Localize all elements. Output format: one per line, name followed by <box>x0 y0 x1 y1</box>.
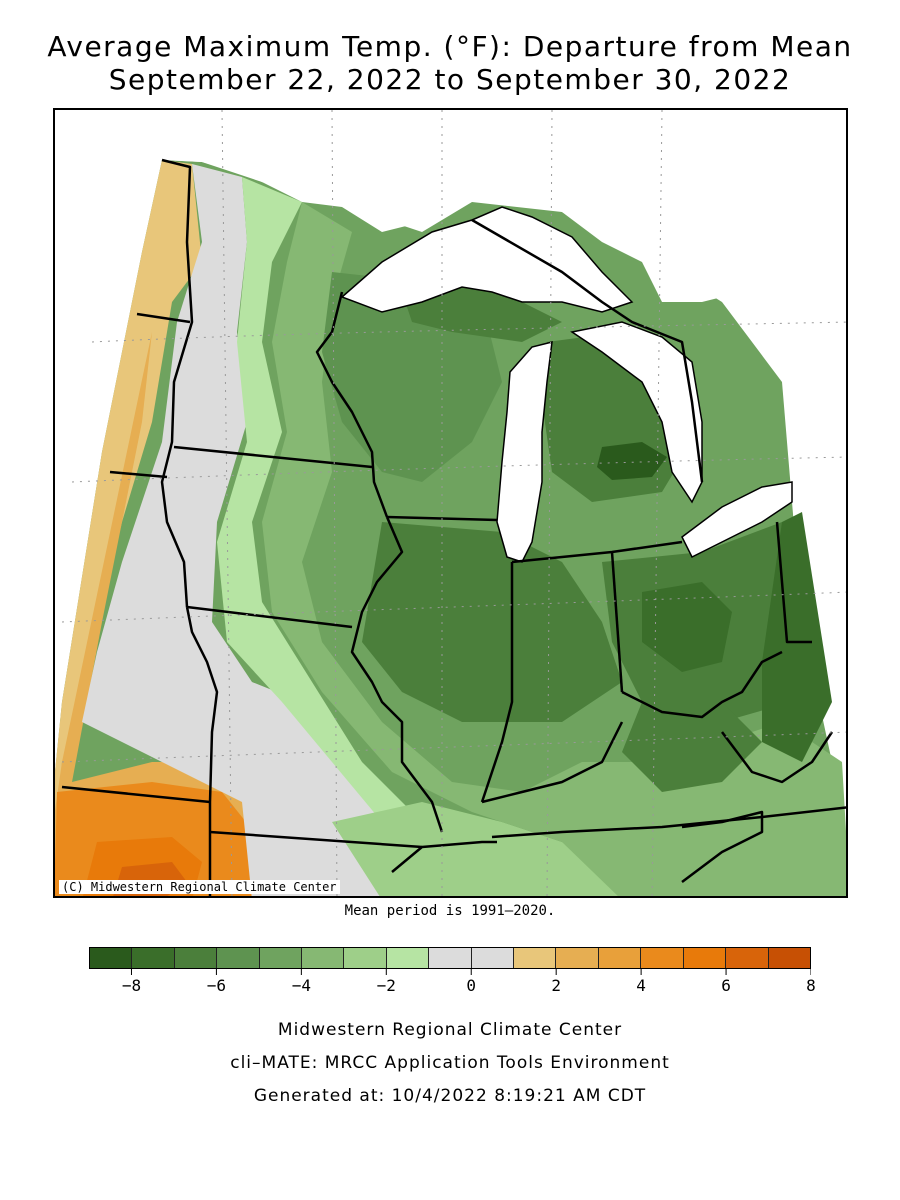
canada-north <box>162 110 846 302</box>
legend-swatch <box>217 948 260 968</box>
map-date-range: September 22, 2022 to September 30, 2022 <box>108 63 792 96</box>
border-tn-va <box>681 810 764 883</box>
graticule <box>61 110 846 896</box>
border-mo-ar <box>391 840 497 873</box>
border-ia-mn <box>173 445 373 469</box>
lake-erie <box>681 481 793 559</box>
legend-tick-label: 0 <box>466 976 477 995</box>
dark-green-illinois <box>362 522 622 722</box>
legend-tick-labels: −8 −6 −4 −2 0 2 4 6 8 <box>89 976 816 998</box>
border-oh-pa <box>775 521 812 644</box>
darkest-green-ohio <box>642 582 732 672</box>
legend-tick-label: 8 <box>806 976 816 995</box>
legend-tick-label: 2 <box>551 976 561 995</box>
border-ia-mo <box>186 605 353 629</box>
legend-swatch <box>514 948 557 968</box>
legend-tick-label: −6 <box>206 976 227 995</box>
copyright-label: (C) Midwestern Regional Climate Center <box>59 880 340 894</box>
legend-tick-label: −2 <box>376 976 396 995</box>
border-wi-mn <box>315 291 389 518</box>
map-title: Average Maximum Temp. (°F): Departure fr… <box>47 30 853 63</box>
neutral-gray-band <box>82 164 420 896</box>
legend-tick-label: −8 <box>121 976 142 995</box>
border-ohio-river <box>481 721 624 804</box>
legend-swatch <box>302 948 345 968</box>
legend-swatch <box>259 948 303 968</box>
legend-swatch <box>386 948 430 968</box>
legend-swatch <box>174 948 218 968</box>
border-ne-ks <box>61 785 211 804</box>
legend-swatch <box>429 948 472 968</box>
mean-period-note: Mean period is 1991–2020. <box>344 903 556 919</box>
border-ky-tn <box>491 806 846 839</box>
legend-swatch <box>132 948 175 968</box>
light-green-band <box>217 177 562 896</box>
border-il-in <box>480 562 514 803</box>
map-panel: (C) Midwestern Regional Climate Center <box>53 108 848 898</box>
legend-swatch <box>471 948 515 968</box>
footer-app: cli–MATE: MRCC Application Tools Environ… <box>230 1053 670 1073</box>
border-nd-sd <box>136 312 191 324</box>
dark-green-kentucky <box>622 702 762 792</box>
legend-tick-label: 4 <box>636 976 646 995</box>
footer-org: Midwestern Regional Climate Center <box>277 1020 623 1040</box>
legend-swatch <box>598 948 642 968</box>
lake-huron <box>570 321 703 504</box>
color-legend-bar <box>89 947 811 969</box>
lake-superior <box>340 206 634 313</box>
legend-tick-label: 6 <box>721 976 731 995</box>
border-ky-wv <box>721 731 834 784</box>
legend-swatch <box>726 948 769 968</box>
legend-swatch <box>768 948 810 968</box>
legend-ticks <box>130 969 811 975</box>
border-sd-ne <box>109 470 168 479</box>
legend-swatch <box>556 948 599 968</box>
border-oh-ky <box>621 650 783 719</box>
border-in-oh <box>610 551 624 693</box>
footer-generated: Generated at: 10/4/2022 8:19:21 AM CDT <box>253 1086 647 1106</box>
legend-swatch <box>683 948 727 968</box>
warm-west-band <box>55 160 202 859</box>
border-ks-mo-ok <box>209 830 423 849</box>
darkest-green-michigan <box>597 442 667 480</box>
dark-green-east-edge <box>762 512 832 762</box>
departure-map <box>55 110 846 896</box>
legend-swatch <box>641 948 684 968</box>
border-mi-up <box>471 218 704 483</box>
border-in-mi <box>511 540 683 564</box>
legend-swatch <box>344 948 387 968</box>
graticule-line <box>91 321 846 343</box>
border-ia-il <box>350 516 444 833</box>
legend-tick-label: −4 <box>291 976 311 995</box>
mid-green-band <box>262 202 846 896</box>
legend-swatch <box>90 948 133 968</box>
light-green-south <box>332 802 622 896</box>
border-mn-dakota <box>160 158 194 608</box>
lake-michigan <box>496 341 553 563</box>
